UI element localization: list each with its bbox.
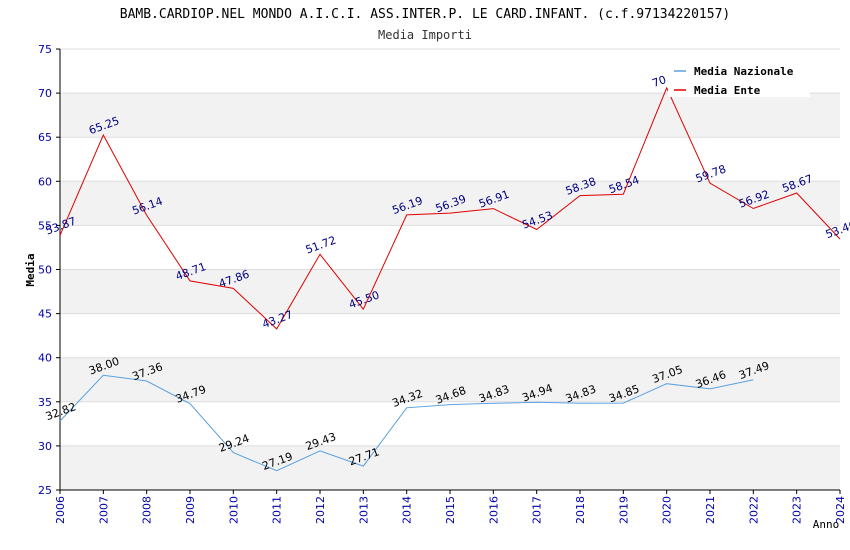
x-tick-label: 2021	[704, 496, 717, 524]
x-tick-label: 2007	[97, 496, 110, 524]
x-tick-label: 2011	[271, 496, 284, 524]
plot-band	[60, 225, 840, 270]
y-tick-label: 70	[38, 87, 52, 100]
x-tick-label: 2014	[401, 496, 414, 524]
y-axis-ticks: 25 30 35 40 45 50 55 60 65 70 75	[38, 43, 60, 497]
x-tick-label: 2023	[791, 496, 804, 524]
y-tick-label: 55	[38, 219, 52, 232]
x-tick-label: 2008	[141, 496, 154, 524]
y-tick-label: 45	[38, 308, 52, 321]
x-tick-label: 2019	[617, 496, 630, 524]
legend-box	[668, 59, 810, 97]
y-tick-label: 65	[38, 131, 52, 144]
plot-band	[60, 357, 840, 402]
x-tick-label: 2022	[747, 496, 760, 524]
legend-label: Media Ente	[694, 84, 761, 97]
y-tick-label: 25	[38, 484, 52, 497]
plot-band	[60, 181, 840, 226]
series-line	[59, 86, 841, 330]
y-tick-label: 60	[38, 175, 52, 188]
plot-background	[59, 48, 840, 491]
x-tick-label: 2024	[834, 496, 847, 524]
x-tick-label: 2017	[531, 496, 544, 524]
y-tick-label: 35	[38, 396, 52, 409]
x-axis-title: Anno	[813, 518, 840, 531]
x-tick-label: 2009	[184, 496, 197, 524]
plot-band	[60, 313, 840, 358]
series-line	[59, 374, 754, 472]
x-tick-label: 2006	[54, 496, 67, 524]
x-tick-label: 2016	[487, 496, 500, 524]
x-tick-label: 2010	[227, 496, 240, 524]
y-tick-label: 30	[38, 440, 52, 453]
chart-subtitle: Media Importi	[378, 28, 472, 42]
legend-label: Media Nazionale	[694, 65, 794, 78]
x-tick-label: 2013	[357, 496, 370, 524]
x-tick-label: 2012	[314, 496, 327, 524]
plot-band	[60, 401, 840, 446]
y-tick-label: 75	[38, 43, 52, 56]
x-tick-label: 2020	[661, 496, 674, 524]
plot-band	[60, 137, 840, 182]
x-tick-label: 2015	[444, 496, 457, 524]
x-axis-ticks: 2006 2007 2008 2009 2010 2011 2012 2013 2014 2015…	[54, 490, 847, 524]
y-tick-label: 50	[38, 264, 52, 277]
y-axis-title: Media	[24, 253, 37, 286]
plot-band	[60, 445, 840, 490]
chart-title: BAMB.CARDIOP.NEL MONDO A.I.C.I. ASS.INTE…	[120, 7, 730, 22]
legend: Media Nazionale Media Ente	[668, 59, 810, 97]
y-tick-label: 40	[38, 352, 52, 365]
plot-band	[60, 269, 840, 314]
plot-band	[60, 93, 840, 138]
x-tick-label: 2018	[574, 496, 587, 524]
